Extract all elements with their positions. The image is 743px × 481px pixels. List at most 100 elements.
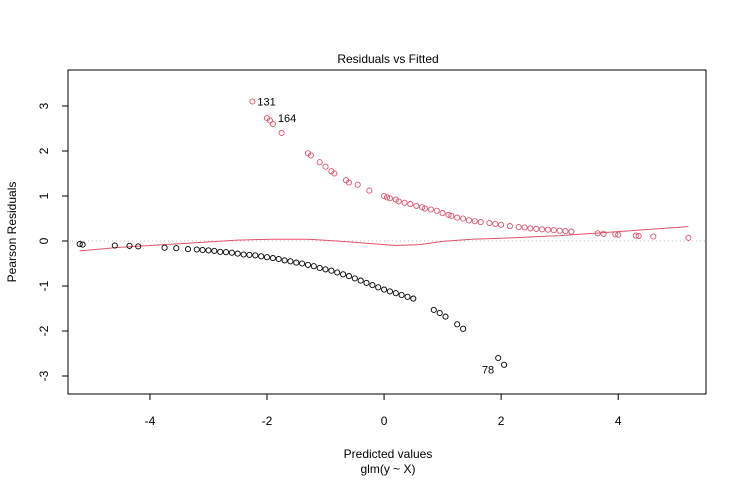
y-axis-title: Pearson Residuals xyxy=(5,182,19,283)
data-point xyxy=(421,205,429,212)
data-point xyxy=(383,194,391,201)
data-point xyxy=(568,228,575,235)
data-point xyxy=(506,223,513,230)
data-point xyxy=(594,230,601,237)
data-point xyxy=(217,248,224,255)
data-point xyxy=(544,226,552,233)
data-point xyxy=(316,159,323,166)
smooth-line-layer xyxy=(79,226,689,252)
data-point xyxy=(369,282,376,289)
data-point xyxy=(246,251,253,258)
data-point xyxy=(269,255,276,262)
data-point xyxy=(445,211,452,218)
y-tick-label: -1 xyxy=(37,280,51,291)
data-point xyxy=(413,202,420,209)
data-point xyxy=(436,309,443,317)
data-point xyxy=(222,249,230,256)
data-point xyxy=(375,284,382,291)
data-point xyxy=(357,277,364,284)
data-point xyxy=(263,254,271,261)
data-point xyxy=(386,195,393,202)
data-point xyxy=(184,246,192,253)
data-point xyxy=(269,120,276,128)
data-point xyxy=(471,218,478,225)
data-point xyxy=(562,228,569,235)
data-point xyxy=(278,129,285,137)
data-point xyxy=(460,215,467,222)
y-tick-label: 2 xyxy=(37,147,51,154)
data-point xyxy=(433,207,440,214)
data-point xyxy=(492,220,499,227)
x-tick-label: 4 xyxy=(615,414,622,428)
y-tick-label: 3 xyxy=(37,102,51,109)
data-point xyxy=(366,187,373,194)
data-point xyxy=(316,264,323,272)
data-point xyxy=(351,275,358,282)
data-point xyxy=(685,234,692,241)
data-point xyxy=(419,204,426,211)
data-point xyxy=(442,313,449,320)
data-point xyxy=(454,214,461,221)
data-point xyxy=(354,181,361,188)
data-point xyxy=(275,255,282,263)
point-label: 164 xyxy=(278,113,296,125)
data-point xyxy=(448,212,455,219)
data-point xyxy=(79,241,86,248)
data-point xyxy=(334,269,341,276)
data-point xyxy=(126,242,133,249)
data-point xyxy=(76,241,83,248)
data-point xyxy=(234,250,241,257)
x-tick-label: 2 xyxy=(498,414,505,428)
data-point xyxy=(495,354,502,362)
data-point xyxy=(454,321,461,328)
data-point xyxy=(363,279,370,286)
data-point xyxy=(410,295,417,302)
data-point xyxy=(477,219,484,226)
y-tick-label: 0 xyxy=(37,237,51,244)
data-point xyxy=(527,225,534,232)
data-point xyxy=(615,231,622,238)
x-tick-label: 0 xyxy=(381,414,388,428)
data-point xyxy=(465,217,472,224)
data-point xyxy=(293,259,300,266)
data-point xyxy=(240,251,247,258)
data-point xyxy=(249,98,256,105)
smooth-line xyxy=(79,226,689,252)
y-tick-label: -2 xyxy=(37,325,51,336)
data-point xyxy=(345,273,353,280)
data-point xyxy=(266,117,273,124)
data-point xyxy=(650,233,657,240)
data-point xyxy=(550,227,557,234)
data-point xyxy=(612,231,619,238)
data-point xyxy=(381,192,388,200)
points-layer xyxy=(76,98,692,368)
plot-frame xyxy=(67,69,707,395)
data-point xyxy=(381,286,388,293)
data-point xyxy=(427,206,434,213)
data-point xyxy=(199,246,206,254)
data-point xyxy=(632,232,639,239)
data-point xyxy=(161,244,168,251)
data-point xyxy=(299,260,306,267)
y-axis: -3 -2 -1 0 1 2 3 xyxy=(37,102,68,381)
data-point xyxy=(430,306,437,313)
x-tick-label: -4 xyxy=(145,414,156,428)
data-point xyxy=(501,361,508,368)
data-point xyxy=(521,224,528,231)
x-axis: -4 -2 0 2 4 xyxy=(145,394,622,428)
data-point xyxy=(460,325,467,332)
data-point xyxy=(135,243,142,250)
data-point xyxy=(404,293,411,300)
y-tick-label: -3 xyxy=(37,370,51,381)
data-point xyxy=(304,261,312,268)
data-point xyxy=(193,246,200,253)
data-point xyxy=(407,201,414,208)
data-point xyxy=(173,245,180,252)
data-point xyxy=(281,257,288,264)
data-point xyxy=(322,163,329,170)
x-tick-label: -2 xyxy=(262,414,273,428)
data-point xyxy=(228,249,235,256)
data-point xyxy=(307,152,314,159)
data-point xyxy=(322,266,329,273)
data-point xyxy=(635,232,642,240)
